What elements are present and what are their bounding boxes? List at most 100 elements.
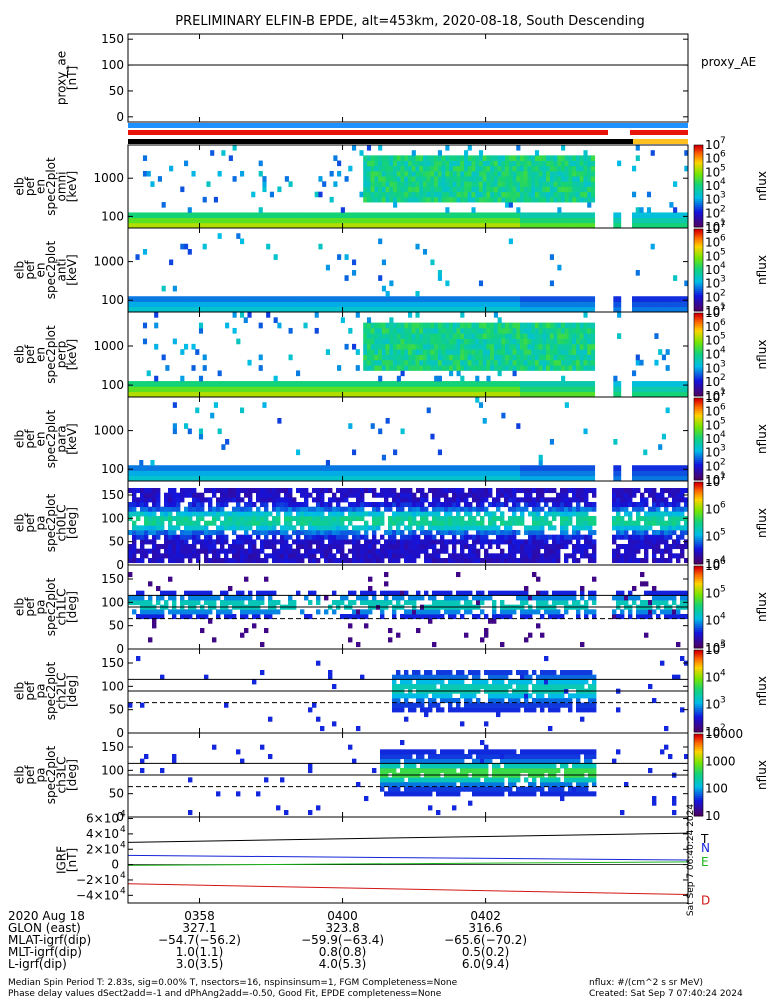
data-bar-b	[633, 139, 688, 144]
colorbar-energy-para	[693, 397, 704, 481]
ephem-value-3-0: 1.0(1.1)	[176, 945, 224, 959]
colorbar-energy-omni	[693, 144, 704, 228]
ytick-pitch-ch1-0: 0	[116, 642, 124, 656]
ylabel-pitch-ch3-0: elb	[13, 766, 27, 784]
colorbar-exp-energy-omni-0: 1	[720, 218, 726, 228]
ylabel-pitch-ch2-1: pef	[23, 681, 37, 701]
footer-line1: Median Spin Period T: 2.83s, sig=0.00% T…	[8, 978, 458, 988]
x-axis-ephemeris: 2020 Aug 18 0358 0400 0402 GLON (east) 327.1 3…	[8, 909, 527, 971]
ylabel-pitch-ch1-3: spec2plot	[44, 577, 58, 636]
colorbar-tick-energy-anti-2: 10	[705, 277, 720, 291]
colorbar-pitch-ch1	[693, 565, 704, 649]
colorbar-exp-energy-para-6: 7	[720, 389, 726, 399]
colorbar-tick-energy-omni-6: 10	[705, 138, 720, 152]
ytick-proxy-3: 150	[101, 32, 124, 46]
colorbar-tick-pitch-ch3-2: 1000	[705, 754, 736, 768]
colorbar-tick-pitch-ch2-3: 10	[705, 643, 720, 657]
colorbar-tick-energy-para-0: 10	[705, 473, 720, 487]
colorbar-tick-energy-omni-5: 10	[705, 152, 720, 166]
colorbar-exp-energy-perp-5: 6	[720, 318, 726, 328]
colorbar-exp-energy-omni-4: 5	[720, 163, 726, 173]
ylabel-pitch-ch1-5: [deg]	[65, 591, 79, 623]
ylabel-pitch-ch0-4: ch0LC	[55, 505, 69, 542]
igrf-legend-D: D	[701, 894, 710, 908]
colorbar-tick-energy-para-5: 10	[705, 405, 720, 419]
ylabel-pitch-ch1-0: elb	[13, 598, 27, 616]
ephem-value-2-2: −65.6(−70.2)	[444, 933, 527, 947]
colorbar-tick-energy-perp-6: 10	[705, 306, 720, 320]
ytick-energy-omni-0: 100	[101, 209, 124, 223]
colorbar-tick-energy-anti-3: 10	[705, 263, 720, 277]
ytick-energy-omni-1: 1000	[93, 171, 124, 185]
colorbar-label-pitch-ch0: nflux	[755, 508, 769, 538]
colorbar-exp-energy-omni-1: 2	[720, 204, 726, 214]
ylabel-energy-anti-1: pef	[23, 260, 37, 280]
colorbar-exp-energy-anti-4: 5	[720, 247, 726, 257]
ytick-igrf-exp-1: 4	[120, 871, 126, 881]
colorbar-exp-energy-para-5: 6	[720, 403, 726, 413]
ytick-igrf-3: 2×10	[86, 842, 119, 856]
colorbar-energy-anti	[693, 228, 704, 312]
colorbar-tick-pitch-ch0-3: 10	[705, 475, 720, 489]
colorbar-pitch-ch0	[693, 481, 704, 565]
ephem-label-3: MLT-igrf(dip)	[8, 945, 82, 959]
colorbar-tick-energy-perp-3: 10	[705, 348, 720, 362]
ytick-pitch-ch3-2: 100	[101, 763, 124, 777]
colorbar-label-energy-para: nflux	[755, 424, 769, 454]
ephem-value-3-2: 0.5(0.2)	[462, 945, 510, 959]
colorbar-tick-energy-omni-3: 10	[705, 179, 720, 193]
ephem-label-4: L-igrf(dip)	[8, 957, 67, 971]
colorbar-exp-energy-para-4: 5	[720, 416, 726, 426]
footer-line2: Phase delay values dSect2add=-1 and dPhA…	[8, 989, 442, 999]
colorbar-exp-pitch-ch2-1: 3	[720, 696, 726, 706]
series-lines	[127, 64, 689, 896]
ylabel-energy-omni-5: [keV]	[65, 171, 79, 202]
colorbar-tick-energy-anti-1: 10	[705, 290, 720, 304]
ylabel-energy-perp-5: [keV]	[65, 339, 79, 370]
status-bars	[128, 123, 688, 144]
ytick-pitch-ch3-0: 0	[116, 810, 124, 824]
colorbar-exp-energy-para-0: 1	[720, 471, 726, 481]
colorbar-tick-energy-anti-5: 10	[705, 236, 720, 250]
colorbar-exp-pitch-ch0-3: 7	[720, 473, 726, 483]
footer-created: Created: Sat Sep 7 07:40:24 2024	[589, 989, 743, 999]
ytick-igrf-2: 0	[111, 858, 119, 872]
ylabel-energy-para-0: elb	[13, 430, 27, 448]
colorbar-tick-energy-para-6: 10	[705, 391, 720, 405]
legend-proxy-ae: proxy_AE	[701, 55, 756, 69]
colorbar-label-energy-anti: nflux	[755, 255, 769, 285]
colorbar-tick-pitch-ch2-1: 10	[705, 698, 720, 712]
ytick-proxy-1: 50	[109, 84, 124, 98]
ytick-pitch-ch1-1: 50	[109, 619, 124, 633]
ylabel-energy-perp-4: perp	[55, 341, 69, 369]
colorbar-tick-energy-perp-5: 10	[705, 320, 720, 334]
ytick-igrf-1: −2×10	[76, 873, 119, 887]
ylabel-energy-omni-3: spec2plot	[44, 157, 58, 216]
colorbar-tick-pitch-ch3-0: 10	[705, 809, 720, 823]
ytick-pitch-ch2-0: 0	[116, 726, 124, 740]
colorbar-exp-energy-para-3: 4	[720, 430, 726, 440]
ylabel-energy-perp-0: elb	[13, 345, 27, 363]
ytick-pitch-ch0-2: 100	[101, 511, 124, 525]
ytick-pitch-ch3-3: 150	[101, 740, 124, 754]
panel-frame-proxy_ae	[127, 33, 689, 123]
colorbar-label-pitch-ch2: nflux	[755, 676, 769, 706]
igrf-line-T	[127, 832, 689, 843]
ytick-pitch-ch0-1: 50	[109, 535, 124, 549]
ylabel-pitch-ch2-3: spec2plot	[44, 661, 58, 720]
ephem-label-1: GLON (east)	[8, 921, 81, 935]
colorbar-tick-energy-omni-1: 10	[705, 206, 720, 220]
colorbar-exp-energy-omni-6: 7	[720, 136, 726, 146]
colorbar-tick-pitch-ch1-2: 10	[705, 586, 720, 600]
footer-units: nflux: #/(cm^2 s sr MeV)	[589, 978, 703, 988]
colorbar-exp-pitch-ch0-0: 4	[720, 555, 726, 565]
ylabel-energy-omni-1: pef	[23, 176, 37, 196]
colorbar-tick-pitch-ch0-0: 10	[705, 557, 720, 571]
ylabel-energy-anti-3: spec2plot	[44, 240, 58, 299]
ytick-pitch-ch0-0: 0	[116, 558, 124, 572]
data-bar-a	[128, 139, 633, 144]
colorbar-label-energy-perp: nflux	[755, 340, 769, 370]
ylabel-energy-anti-2: en	[34, 263, 48, 278]
